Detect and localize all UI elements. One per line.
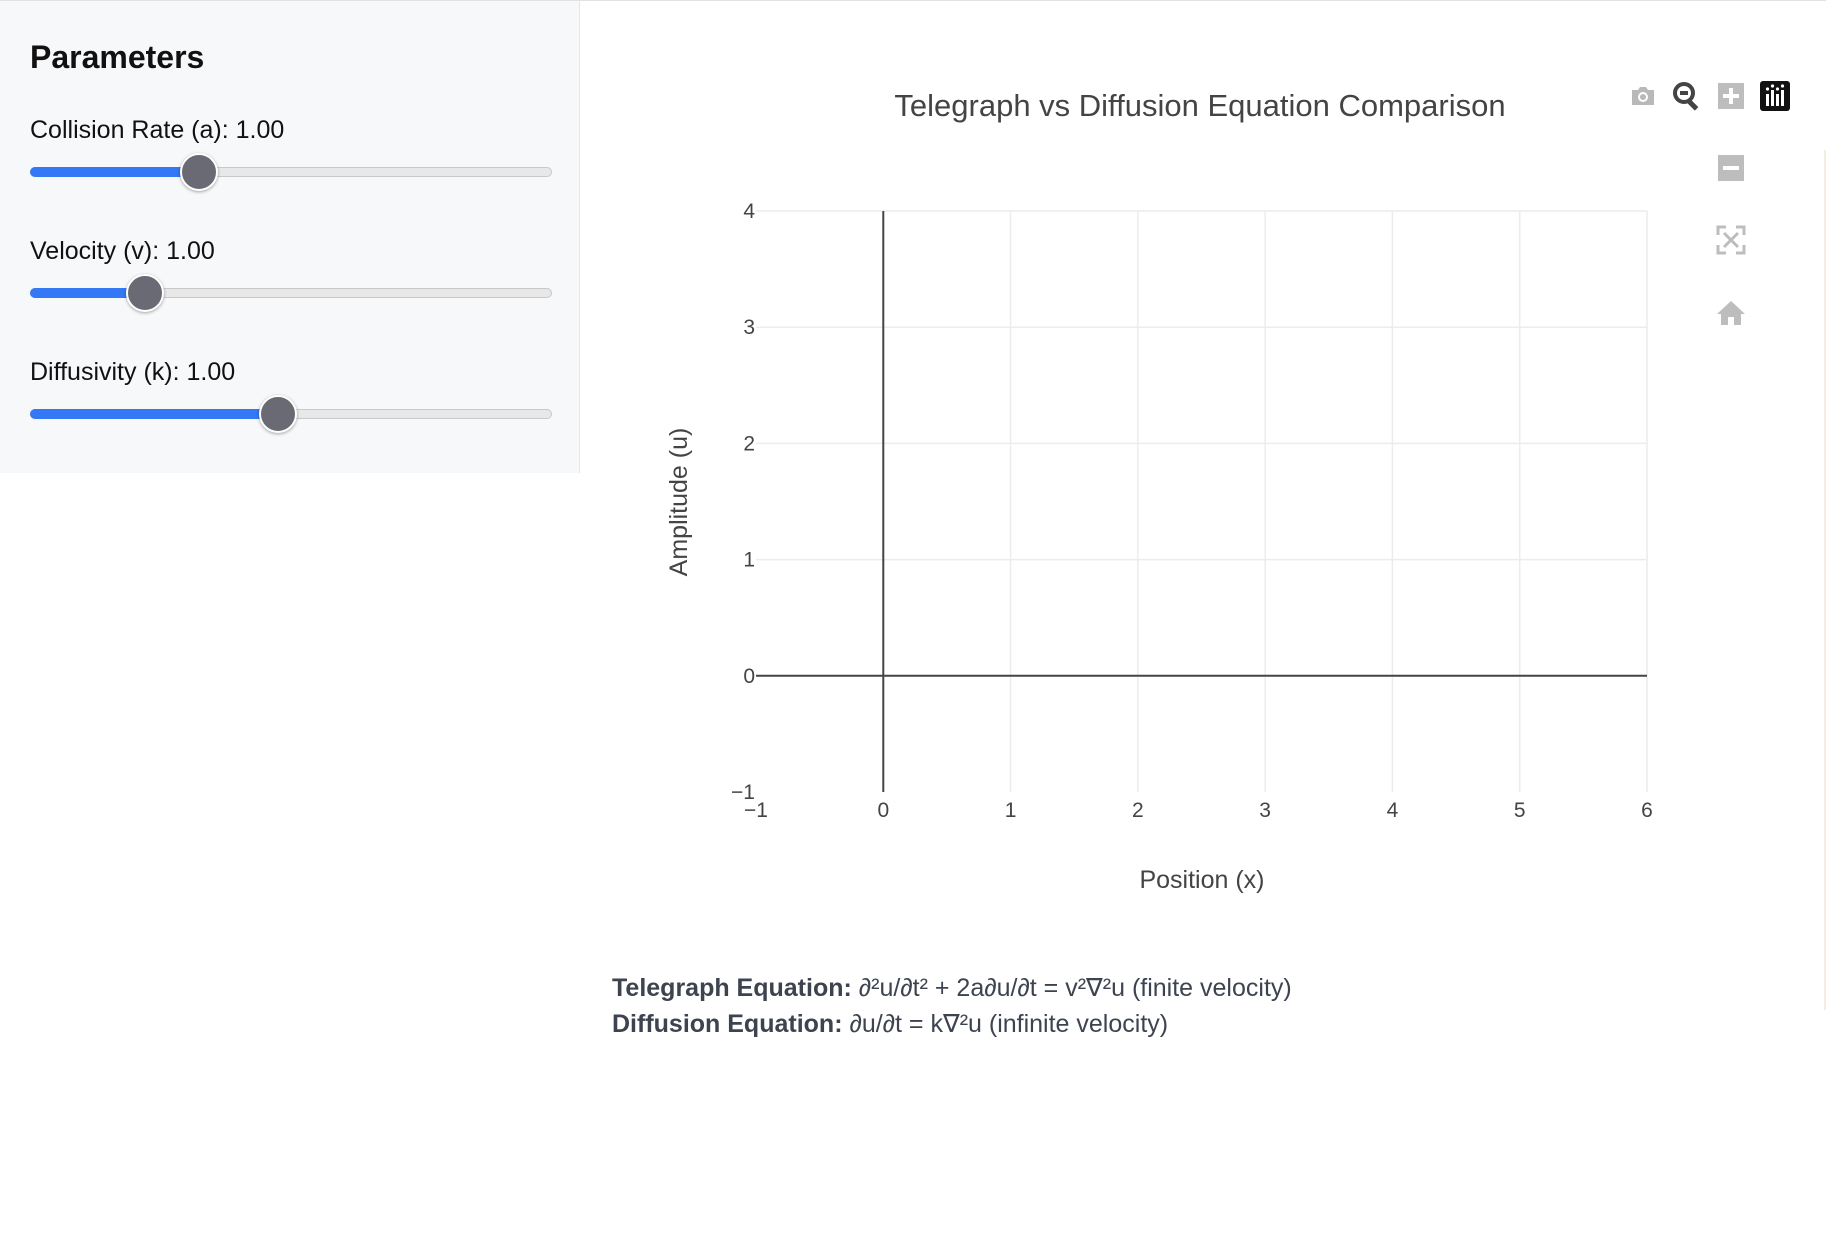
- y-tick-label: 3: [743, 316, 755, 339]
- diffusion-equation: Diffusion Equation: ∂u/∂t = k∇²u (infini…: [612, 1006, 1292, 1042]
- panel-title: Parameters: [30, 39, 205, 75]
- diffusion-text: ∂u/∂t = k∇²u (infinite velocity): [842, 1010, 1169, 1038]
- right-edge-strip: [1824, 150, 1826, 1010]
- autoscale-icon[interactable]: [1715, 224, 1747, 256]
- x-axis-title: Position (x): [1139, 866, 1264, 894]
- y-axis-title: Amplitude (u): [665, 428, 693, 577]
- chart-title: Telegraph vs Diffusion Equation Comparis…: [894, 88, 1506, 123]
- tick-labels: −1 0 1 2 3 4 5 6 −1 0 1 2 3 4: [731, 200, 1653, 822]
- telegraph-equation: Telegraph Equation: ∂²u/∂t² + 2a∂u/∂t = …: [612, 970, 1292, 1006]
- zoom-out-icon[interactable]: [1715, 152, 1747, 184]
- slider-track: [30, 167, 552, 177]
- zoom-icon[interactable]: [1671, 80, 1703, 112]
- x-tick-label: −1: [744, 799, 768, 822]
- slider-fill: [30, 409, 278, 419]
- slider-fill: [30, 167, 200, 177]
- y-tick-label: 4: [743, 200, 755, 223]
- camera-icon[interactable]: [1627, 80, 1659, 112]
- plotly-logo-icon[interactable]: [1759, 80, 1791, 112]
- slider-thumb[interactable]: [258, 395, 297, 433]
- telegraph-text: ∂²u/∂t² + 2a∂u/∂t = v²∇²u (finite veloci…: [851, 974, 1292, 1002]
- x-tick-label: 4: [1387, 799, 1399, 822]
- slider-fill: [30, 288, 145, 298]
- diffusivity-slider[interactable]: [30, 394, 552, 434]
- collision-rate-slider[interactable]: [30, 152, 552, 192]
- collision-rate-label: Collision Rate (a): 1.00: [30, 116, 285, 144]
- velocity-label: Velocity (v): 1.00: [30, 237, 215, 265]
- y-tick-label: 1: [743, 549, 755, 572]
- zoom-in-icon[interactable]: [1715, 80, 1747, 112]
- grid-lines: [756, 210, 1648, 792]
- velocity-slider[interactable]: [30, 273, 552, 313]
- x-tick-label: 6: [1641, 799, 1653, 822]
- equations-block: Telegraph Equation: ∂²u/∂t² + 2a∂u/∂t = …: [612, 970, 1292, 1042]
- home-icon[interactable]: [1715, 297, 1747, 329]
- parameters-panel: Parameters Collision Rate (a): 1.00 Velo…: [0, 1, 580, 473]
- y-tick-label: 0: [743, 665, 755, 688]
- x-tick-label: 3: [1259, 799, 1271, 822]
- y-tick-label: −1: [731, 781, 755, 804]
- telegraph-label: Telegraph Equation:: [612, 974, 852, 1002]
- slider-thumb[interactable]: [180, 153, 219, 191]
- diffusion-label: Diffusion Equation:: [612, 1010, 843, 1038]
- x-tick-label: 1: [1005, 799, 1017, 822]
- y-tick-label: 2: [743, 432, 755, 455]
- x-tick-label: 0: [877, 799, 889, 822]
- diffusivity-label: Diffusivity (k): 1.00: [30, 358, 236, 386]
- x-tick-label: 2: [1132, 799, 1144, 822]
- top-divider: [0, 0, 1826, 1]
- slider-track: [30, 288, 552, 298]
- slider-thumb[interactable]: [125, 274, 164, 312]
- axes: [756, 211, 1647, 792]
- x-tick-label: 5: [1514, 799, 1526, 822]
